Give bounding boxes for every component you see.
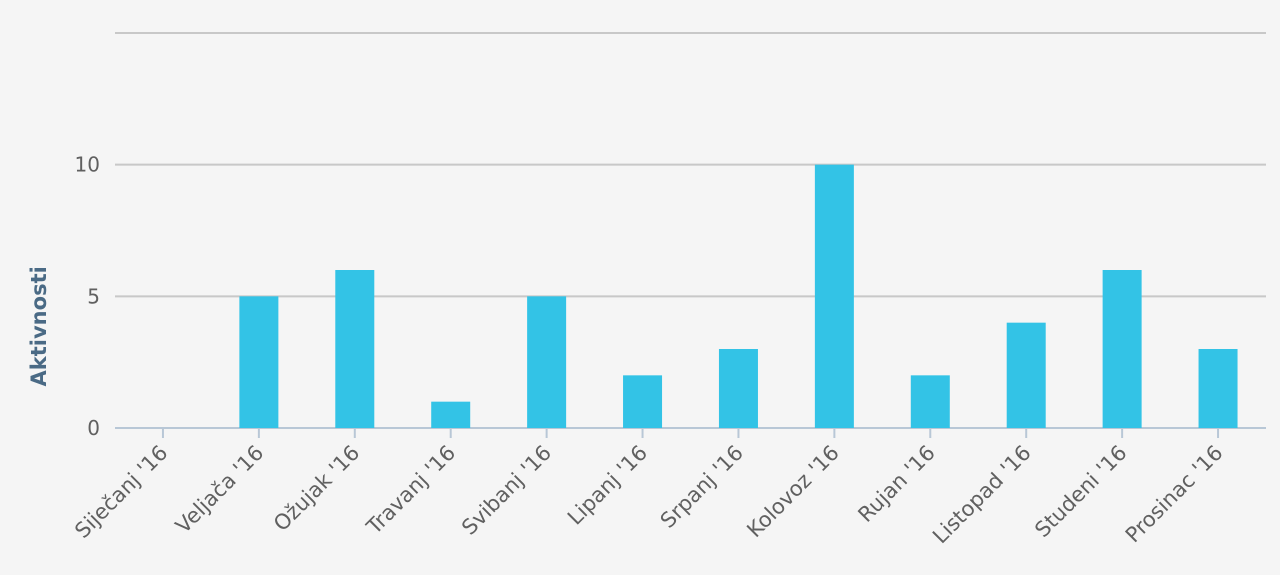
y-tick-label: 5 — [87, 284, 100, 308]
bar[interactable] — [527, 296, 567, 428]
bars — [239, 164, 1238, 428]
bar[interactable] — [335, 270, 375, 428]
x-tick-label: Veljača '16 — [171, 441, 268, 538]
y-axis-ticks: 0 5 10 — [75, 153, 100, 440]
x-tick-label: Rujan '16 — [853, 441, 939, 527]
y-tick-label: 10 — [75, 153, 100, 177]
bar[interactable] — [910, 375, 950, 428]
x-tick-label: Svibanj '16 — [457, 441, 556, 540]
y-axis-title: Aktivnosti — [27, 266, 51, 386]
x-tick-label: Lipanj '16 — [563, 441, 652, 530]
bar[interactable] — [1006, 322, 1046, 428]
bar[interactable] — [623, 375, 663, 428]
x-tick-label: Ožujak '16 — [269, 441, 364, 536]
bar[interactable] — [718, 349, 758, 428]
x-tick-label: Studeni '16 — [1030, 441, 1131, 542]
x-tick-label: Kolovoz '16 — [742, 441, 844, 543]
x-tick-label: Listopad '16 — [928, 441, 1036, 549]
bar[interactable] — [431, 401, 471, 428]
bar[interactable] — [814, 164, 854, 428]
x-tick-label: Prosinac '16 — [1121, 441, 1228, 548]
x-tick-label: Siječanj '16 — [70, 441, 172, 543]
x-tick-label: Travanj '16 — [361, 441, 460, 540]
x-tick-label: Srpanj '16 — [656, 441, 748, 533]
y-tick-label: 0 — [87, 416, 100, 440]
bar[interactable] — [1198, 349, 1238, 428]
bar[interactable] — [239, 296, 279, 428]
bar[interactable] — [1102, 270, 1142, 428]
gridlines — [115, 32, 1266, 429]
